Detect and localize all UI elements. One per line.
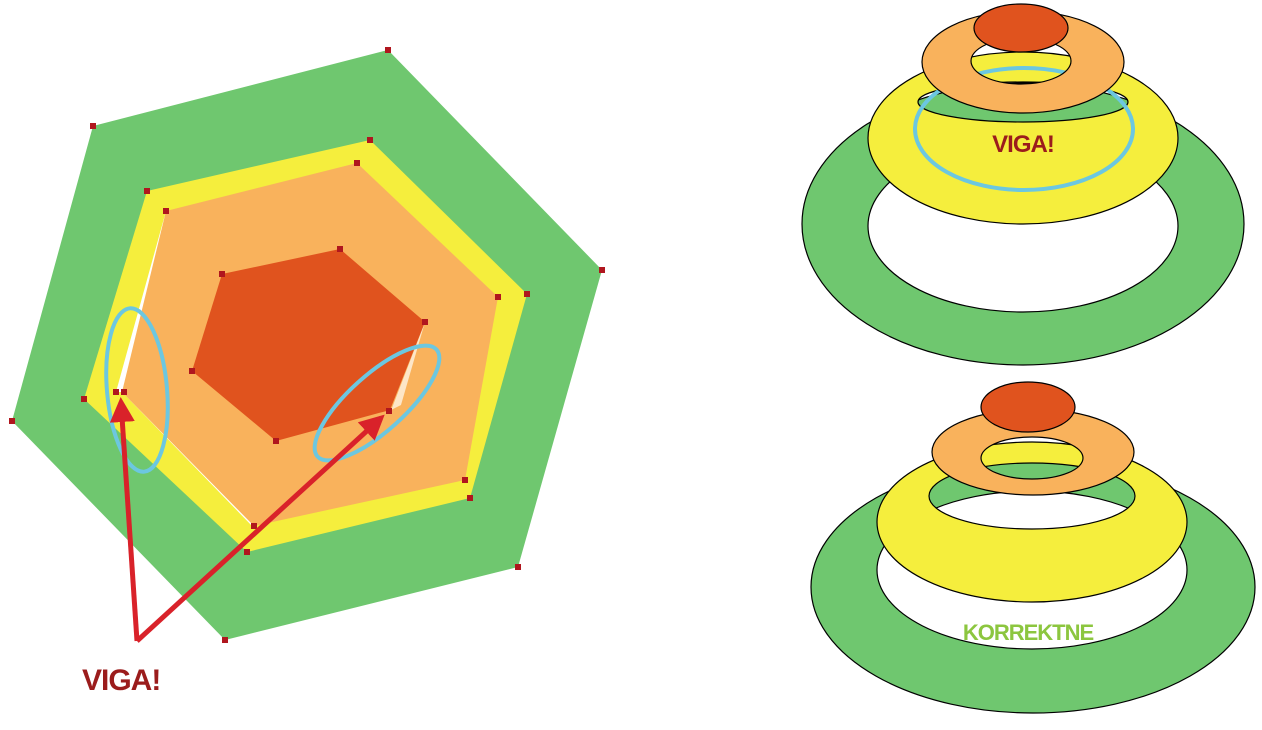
cap-red-bottom: [981, 382, 1075, 432]
right-bottom-ok-label: KORREKTNE: [963, 620, 1094, 645]
left-error-label: VIGA!: [82, 664, 160, 697]
right-top-ring-diagram: VIGA!: [802, 4, 1244, 365]
cap-red-top: [974, 4, 1068, 52]
right-top-error-label: VIGA!: [992, 131, 1054, 158]
left-hexagon-diagram: VIGA!: [9, 47, 605, 697]
right-bottom-ring-diagram: KORREKTNE: [811, 382, 1255, 713]
